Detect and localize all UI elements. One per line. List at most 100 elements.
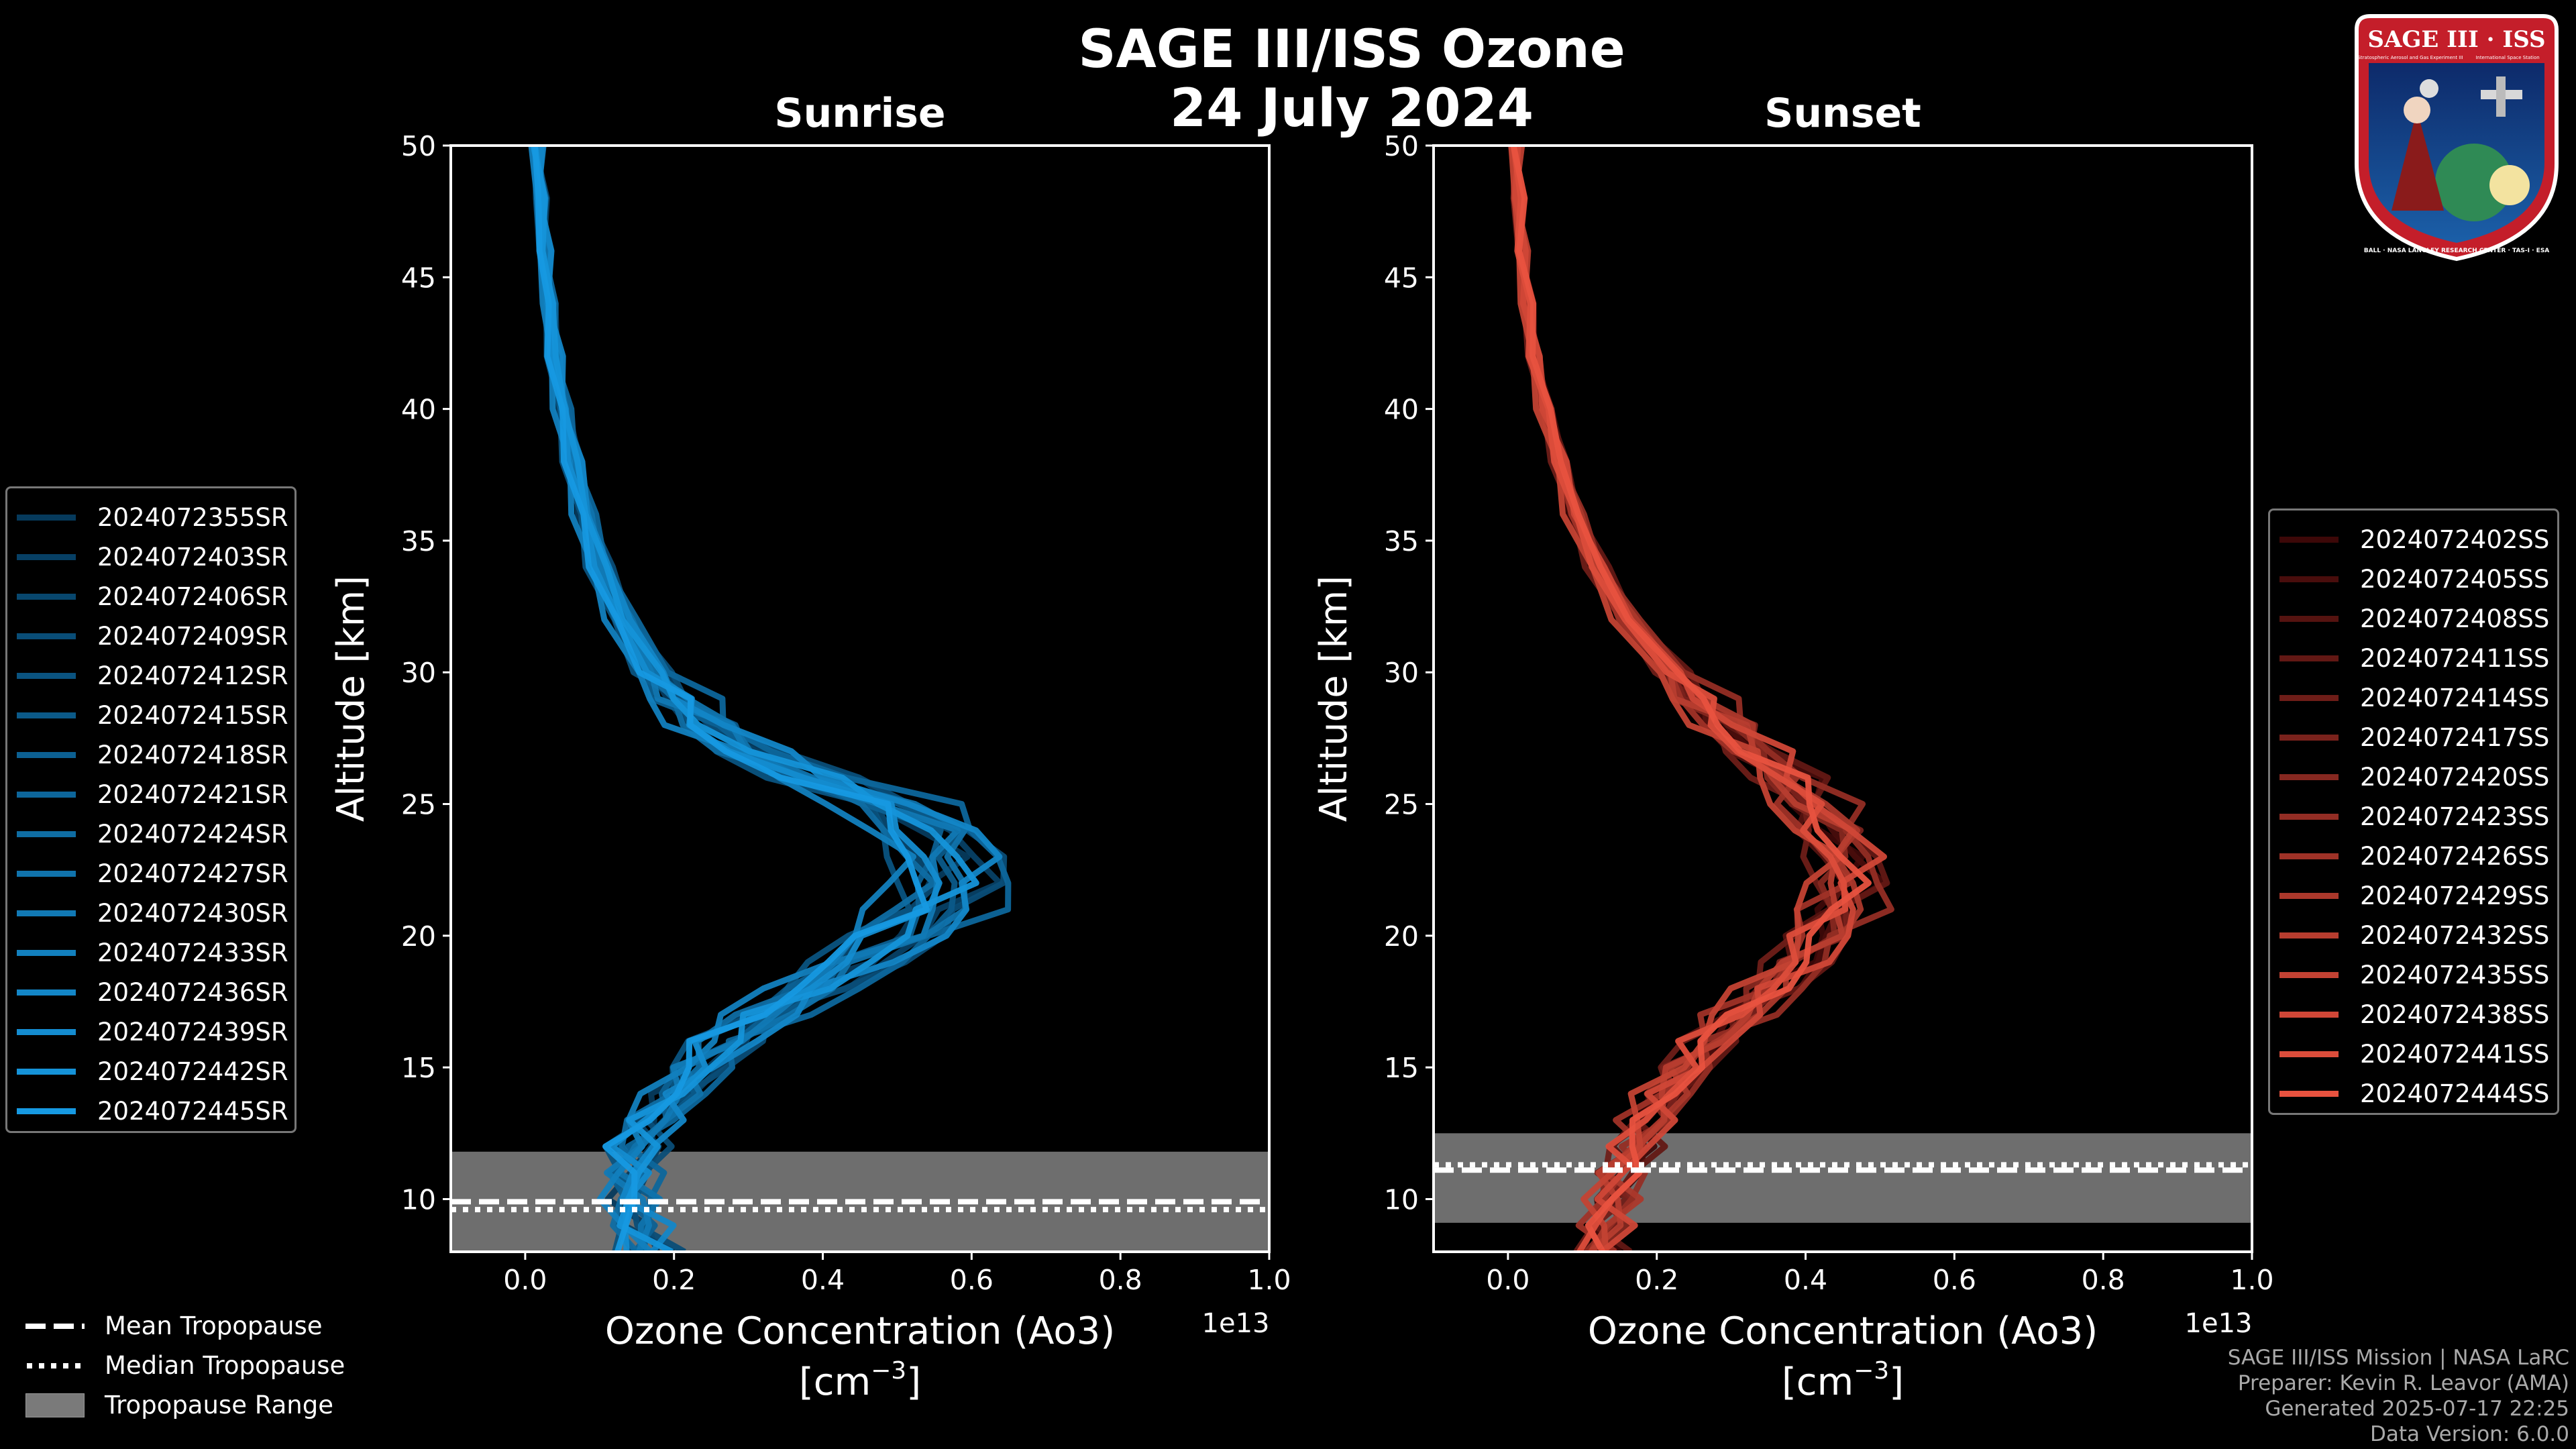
legend-range-label: Tropopause Range <box>105 1391 334 1419</box>
legend-item-2024072415SR: 2024072415SR <box>7 696 288 735</box>
sunset-xtick-label: 1.0 <box>2230 1264 2273 1296</box>
logo-subtitle-right: International Space Station <box>2475 55 2539 60</box>
legend-item-2024072420SS: 2024072420SS <box>2270 757 2549 796</box>
legend-label: 2024072445SR <box>97 1096 288 1126</box>
sunrise-profile-2024072355SR <box>531 146 971 1252</box>
sunrise-profile-2024072436SR <box>535 146 1003 1252</box>
sunset-xlabel-units: [cm−3] <box>1782 1357 1904 1404</box>
sunrise-profile-2024072403SR <box>531 146 1003 1252</box>
legend-tropopause-range: Tropopause Range <box>25 1391 333 1419</box>
sunset-frame <box>1432 144 2253 1253</box>
sunset-profile-2024072444SS <box>1510 146 1872 1252</box>
legend-item-2024072417SS: 2024072417SS <box>2270 718 2549 757</box>
legend-item-2024072412SR: 2024072412SR <box>7 656 288 695</box>
sunrise-profile-2024072430SR <box>534 146 961 1252</box>
legend-swatch <box>17 712 76 718</box>
sunrise-xtick-label: 1.0 <box>1247 1264 1291 1296</box>
legend-item-2024072402SS: 2024072402SS <box>2270 520 2549 559</box>
sunset-profile-2024072435SS <box>1508 146 1844 1252</box>
legend-label: 2024072421SR <box>97 780 288 809</box>
sunrise-ytick-label: 30 <box>401 657 436 689</box>
legend-item-2024072406SR: 2024072406SR <box>7 577 288 616</box>
legend-item-2024072405SS: 2024072405SS <box>2270 559 2549 598</box>
legend-item-2024072439SR: 2024072439SR <box>7 1012 288 1051</box>
legend-swatch <box>17 910 76 916</box>
legend-label: 2024072408SS <box>2360 604 2550 633</box>
legend-item-2024072409SR: 2024072409SR <box>7 616 288 655</box>
legend-item-2024072429SS: 2024072429SS <box>2270 876 2549 915</box>
legend-swatch <box>2279 1090 2339 1097</box>
legend-swatch <box>17 1068 76 1075</box>
legend-swatch <box>2279 734 2339 741</box>
sunrise-xtick-label: 0.8 <box>1099 1264 1142 1296</box>
legend-label: 2024072423SS <box>2360 802 2550 831</box>
sunrise-legend: 2024072355SR 2024072403SR 2024072406SR 2024… <box>5 486 297 1133</box>
dashed-line-icon <box>25 1323 85 1329</box>
legend-label: 2024072403SR <box>97 542 288 572</box>
legend-swatch <box>2279 576 2339 582</box>
legend-item-2024072426SS: 2024072426SS <box>2270 837 2549 875</box>
legend-item-2024072408SS: 2024072408SS <box>2270 599 2549 638</box>
legend-swatch <box>2279 892 2339 899</box>
sunset-xlabel-exponent: −3 <box>1854 1357 1889 1385</box>
sunset-x-scale-label: 1e13 <box>2185 1308 2253 1339</box>
legend-label: 2024072436SR <box>97 977 288 1007</box>
sunset-legend: 2024072402SS 2024072405SS 2024072408SS 2024… <box>2268 508 2559 1115</box>
sunrise-ytick-label: 25 <box>401 789 436 821</box>
legend-label: 2024072424SR <box>97 819 288 849</box>
gray-band-icon <box>25 1393 85 1417</box>
sunrise-title: Sunrise <box>774 90 945 137</box>
sunset-ytick-label: 10 <box>1384 1183 1419 1216</box>
sunrise-ytick-label: 15 <box>401 1052 436 1084</box>
sunrise-ytick-label: 10 <box>401 1183 436 1216</box>
sunset-xlabel-units-close: ] <box>1889 1360 1904 1404</box>
sunrise-ytick-label: 40 <box>401 394 436 426</box>
sunrise-ytick-label: 20 <box>401 920 436 953</box>
sunrise-panel: 0.0 0.2 0.4 0.6 0.8 1.0 10 15 20 25 30 35 40 45 50 Sunr… <box>329 90 1291 1404</box>
legend-swatch <box>2279 655 2339 661</box>
legend-swatch <box>2279 853 2339 859</box>
legend-item-2024072445SR: 2024072445SR <box>7 1091 288 1130</box>
sunrise-profile-2024072415SR <box>533 146 968 1252</box>
sunrise-profile-2024072439SR <box>532 146 943 1252</box>
legend-label: 2024072442SR <box>97 1057 288 1086</box>
legend-item-2024072414SS: 2024072414SS <box>2270 678 2549 717</box>
legend-item-2024072442SR: 2024072442SR <box>7 1052 288 1091</box>
legend-swatch <box>2279 932 2339 938</box>
sunset-ytick-label: 25 <box>1384 789 1419 821</box>
sunset-ytick-label: 45 <box>1384 262 1419 294</box>
legend-item-2024072441SS: 2024072441SS <box>2270 1034 2549 1073</box>
logo-subtitle-left: Stratospheric Aerosol and Gas Experiment… <box>2357 55 2463 60</box>
sunrise-xtick-label: 0.6 <box>950 1264 994 1296</box>
legend-label: 2024072405SS <box>2360 564 2550 594</box>
figure-title: SAGE III/ISS Ozone <box>1078 19 1625 80</box>
legend-label: 2024072402SS <box>2360 525 2550 554</box>
dotted-line-icon <box>27 1362 85 1368</box>
sunset-panel: 0.0 0.2 0.4 0.6 0.8 1.0 10 15 20 25 30 35 40 45 50 Suns… <box>1312 90 2274 1404</box>
legend-item-2024072432SS: 2024072432SS <box>2270 916 2549 955</box>
sunrise-profile-2024072409SR <box>530 146 1008 1252</box>
legend-item-2024072427SR: 2024072427SR <box>7 854 288 893</box>
legend-label: 2024072438SS <box>2360 1000 2550 1029</box>
sunset-tropopause-range <box>1434 1133 2252 1223</box>
sunrise-frame <box>449 144 1271 1253</box>
legend-item-2024072411SS: 2024072411SS <box>2270 639 2549 678</box>
legend-swatch <box>2279 1011 2339 1018</box>
sunrise-profile-2024072427SR <box>534 146 969 1252</box>
legend-label: 2024072414SS <box>2360 683 2550 712</box>
legend-swatch <box>2279 813 2339 820</box>
legend-item-2024072355SR: 2024072355SR <box>7 498 288 537</box>
sunset-profile-2024072441SS <box>1510 146 1849 1252</box>
legend-label: 2024072406SR <box>97 582 288 611</box>
legend-item-2024072418SR: 2024072418SR <box>7 735 288 774</box>
legend-swatch <box>17 672 76 679</box>
logo-ring-text: BALL · NASA LANGLEY RESEARCH CENTER · TA… <box>2364 248 2550 254</box>
sunrise-profile-2024072424SR <box>531 146 937 1252</box>
sunrise-xlabel-units-close: ] <box>906 1360 921 1404</box>
sunrise-xtick-label: 0.0 <box>503 1264 547 1296</box>
credit-generated: Generated 2025-07-17 22:25 <box>2265 1397 2569 1421</box>
legend-label: 2024072429SS <box>2360 881 2550 910</box>
legend-label: 2024072418SR <box>97 740 288 769</box>
sunset-xlabel: Ozone Concentration (Ao3) <box>1588 1309 2098 1353</box>
